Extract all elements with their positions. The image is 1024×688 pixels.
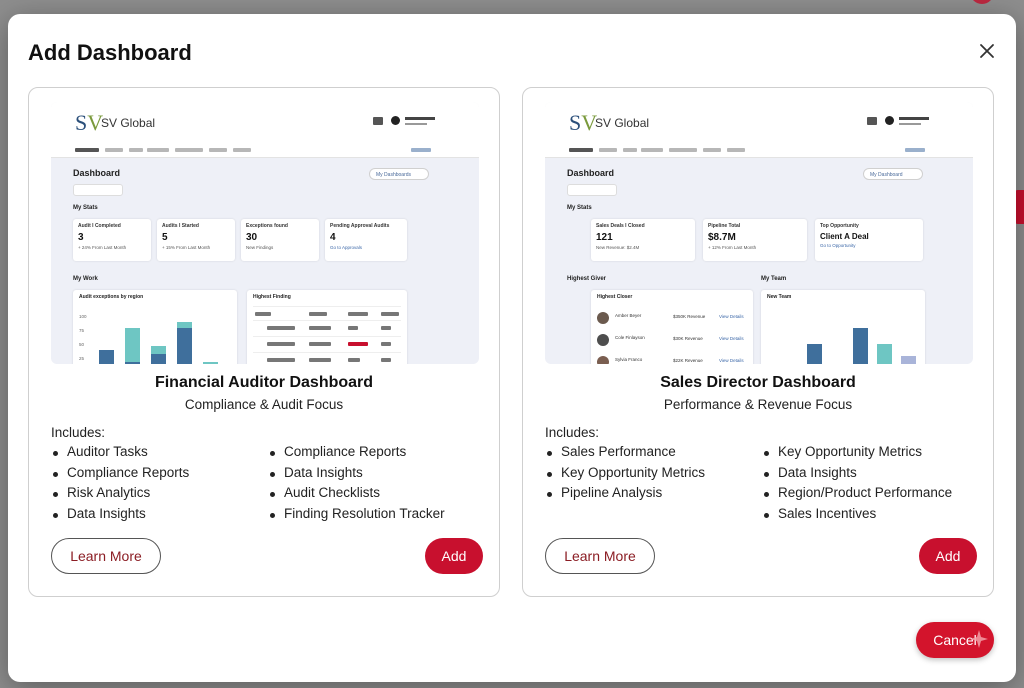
add-button[interactable]: Add [919, 538, 977, 574]
cancel-button[interactable]: Cancel [916, 622, 994, 658]
list-item: Auditor Tasks [51, 444, 189, 465]
dashboard-card-financial-auditor: SV SV Global Dashboard My [28, 87, 500, 597]
list-item: Key Opportunity Metrics [762, 444, 952, 465]
preview-user-avatar [373, 114, 443, 130]
sv-logo: SV [569, 110, 598, 135]
sparkle-icon [970, 630, 988, 648]
feature-list: Sales Performance Key Opportunity Metric… [545, 444, 705, 506]
background-badge [970, 0, 994, 4]
preview-filter [567, 184, 617, 196]
preview-nav [545, 146, 973, 158]
preview-stat-card: Pending Approval Audits 4 Go to Approval… [325, 219, 407, 261]
preview-team-panel: New Team [761, 290, 925, 364]
list-item: Key Opportunity Metrics [545, 465, 705, 486]
preview-chart-panel: Audit exceptions by region 100 75 50 25 [73, 290, 237, 364]
learn-more-button[interactable]: Learn More [51, 538, 161, 574]
preview-findings-panel: Highest Finding [247, 290, 407, 364]
card-title: Sales Director Dashboard [660, 374, 856, 391]
card-subtitle: Performance & Revenue Focus [663, 397, 853, 412]
preview-stat-card: Exceptions found 30 New Findings [241, 219, 319, 261]
close-icon [980, 44, 994, 58]
preview-team-label: My Team [761, 276, 787, 282]
preview-stats-label: My Stats [567, 205, 592, 211]
preview-brand: SV Global [595, 116, 650, 130]
list-item: Sales Incentives [762, 506, 952, 527]
close-button[interactable] [974, 38, 1000, 64]
preview-stat-card: Audits I Started 5 + 15% From Last Month [157, 219, 235, 261]
preview-stat-card: Sales Deals I Closed 121 New Revenue: $2… [591, 219, 695, 261]
list-item: Sales Performance [545, 444, 705, 465]
preview-heading: Dashboard [567, 168, 615, 178]
preview-stat-card: Top Opportunity Client A Deal Go to Oppo… [815, 219, 923, 261]
dashboard-preview-image: SV SV Global Dashboard My [545, 102, 973, 364]
list-item: Compliance Reports [268, 444, 445, 465]
list-item: Data Insights [268, 465, 445, 486]
dashboard-preview-image: SV SV Global Dashboard My [51, 102, 479, 364]
preview-heading: Dashboard [73, 168, 121, 178]
preview-stat-card: Audit I Completed 3 + 24% From Last Mont… [73, 219, 151, 261]
includes-label: Includes: [545, 425, 600, 440]
preview-stats-label: My Stats [73, 205, 98, 211]
preview-stat-card: Pipeline Total $8.7M + 12% From Last Mon… [703, 219, 807, 261]
modal-title: Add Dashboard [28, 40, 192, 65]
list-item: Audit Checklists [268, 485, 445, 506]
preview-dropdown: My Dashboards [369, 168, 429, 180]
list-item: Risk Analytics [51, 485, 189, 506]
add-dashboard-modal: Add Dashboard SV SV Global [8, 14, 1016, 682]
feature-list: Auditor Tasks Compliance Reports Risk An… [51, 444, 189, 526]
preview-closer-panel: Highest Closer Amber Beyer $350K Revenue… [591, 290, 753, 364]
feature-list: Compliance Reports Data Insights Audit C… [268, 444, 445, 526]
card-title: Financial Auditor Dashboard [154, 374, 374, 391]
preview-brand: SV Global [101, 116, 156, 130]
preview-filter [73, 184, 123, 196]
add-button[interactable]: Add [425, 538, 483, 574]
dashboard-card-sales-director: SV SV Global Dashboard My [522, 87, 994, 597]
feature-list: Key Opportunity Metrics Data Insights Re… [762, 444, 952, 526]
card-subtitle: Compliance & Audit Focus [184, 397, 344, 412]
list-item: Compliance Reports [51, 465, 189, 486]
preview-giver-label: Highest Giver [567, 276, 607, 282]
list-item: Data Insights [51, 506, 189, 527]
list-item: Data Insights [762, 465, 952, 486]
cancel-label: Cancel [933, 632, 977, 648]
preview-work-label: My Work [73, 276, 98, 282]
background-button-edge [1014, 190, 1024, 224]
list-item: Finding Resolution Tracker [268, 506, 445, 527]
preview-nav [51, 146, 479, 158]
list-item: Pipeline Analysis [545, 485, 705, 506]
learn-more-button[interactable]: Learn More [545, 538, 655, 574]
preview-user-avatar [867, 114, 937, 130]
list-item: Region/Product Performance [762, 485, 952, 506]
preview-dropdown: My Dashboard [863, 168, 923, 180]
includes-label: Includes: [51, 425, 106, 440]
sv-logo: SV [75, 110, 104, 135]
